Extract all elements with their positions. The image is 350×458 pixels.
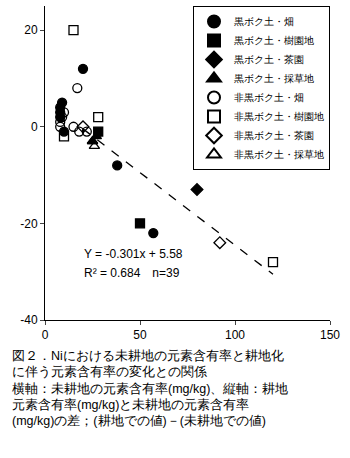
svg-text:50: 50 [133,328,147,342]
svg-text:20: 20 [24,23,38,37]
svg-text:0: 0 [42,328,49,342]
svg-text:黒ボク土・採草地: 黒ボク土・採草地 [234,73,314,84]
svg-text:黒ボク土・茶園: 黒ボク土・茶園 [234,54,304,65]
svg-text:図２．Niにおける未耕地の元素含有率と耕地化に伴う元素含有率: 図２．Niにおける未耕地の元素含有率と耕地化に伴う元素含有率の変化との関係横軸：… [12,348,288,428]
svg-text:0: 0 [31,120,38,134]
svg-text:非黒ボク土・茶園: 非黒ボク土・茶園 [234,130,314,141]
svg-text:-40: -40 [20,313,38,327]
svg-text:R² = 0.684 n=39: R² = 0.684 n=39 [84,266,180,280]
svg-text:100: 100 [225,328,245,342]
svg-text:150: 150 [320,328,340,342]
svg-text:非黒ボク土・樹園地: 非黒ボク土・樹園地 [234,111,324,122]
svg-text:黒ボク土・畑: 黒ボク土・畑 [234,16,294,27]
svg-text:Y = -0.301x + 5.58: Y = -0.301x + 5.58 [84,247,183,261]
svg-text:黒ボク土・樹園地: 黒ボク土・樹園地 [234,35,314,46]
svg-text:非黒ボク土・畑: 非黒ボク土・畑 [234,92,304,103]
svg-text:-20: -20 [20,217,38,231]
svg-text:非黒ボク土・採草地: 非黒ボク土・採草地 [234,149,324,160]
